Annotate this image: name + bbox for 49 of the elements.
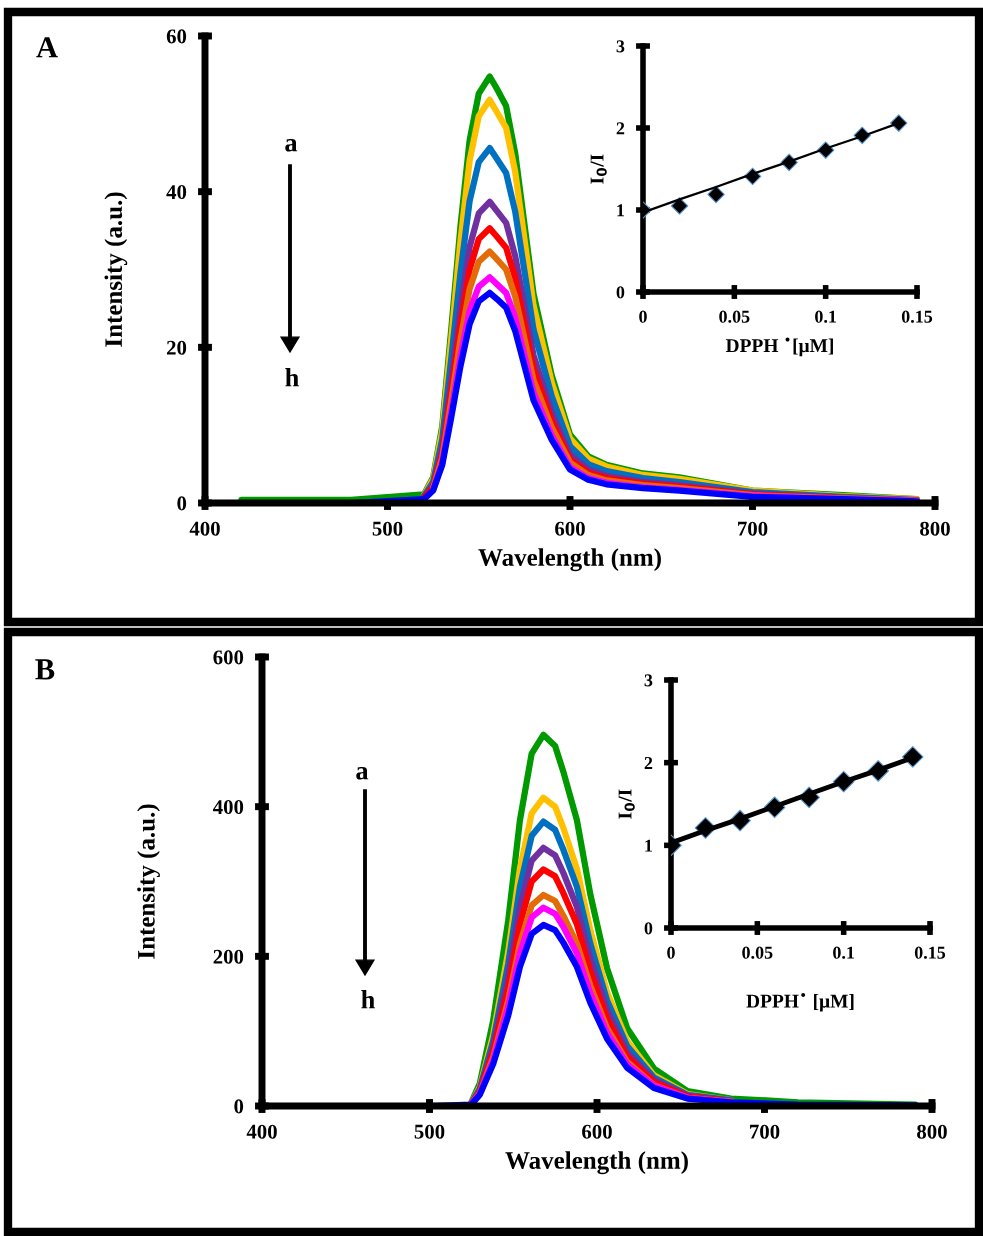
annotation: a [285,138,298,152]
x-tick-label: 0 [667,946,675,959]
y-tick-label: 1 [617,204,625,217]
point [670,197,689,215]
y-tick-label: 2 [616,122,625,135]
y-tick-label: 3 [644,674,653,687]
y-tick-label: 0 [234,1099,244,1114]
x-axis-title: DPPH$^{•}$ [μM] [746,992,854,1012]
x-tick-label: 0.05 [719,310,750,323]
y-tick-label: 60 [166,29,187,44]
x-axis-title: Wavelength (nm) [505,1151,688,1175]
y-axis-title: Intensity (a.u.) [137,804,160,959]
x-tick-label: 800 [917,1124,947,1139]
x-tick-label: 500 [414,1124,445,1139]
x-tick-label: 600 [555,521,585,536]
x-tick-label: 0.05 [742,946,773,959]
x-tick-label: 400 [246,1124,277,1139]
y-tick-label: 0 [177,496,187,511]
y-tick-label: 20 [166,340,187,355]
x-tick-label: 0.1 [815,310,837,323]
y-tick-label: 0 [644,922,653,935]
y-tick-label: 200 [213,949,244,964]
y-tick-label: 2 [644,756,653,769]
x-tick-label: 600 [582,1124,612,1139]
y-axis-title: I$_{0}$/I [590,154,607,184]
x-tick-label: 700 [750,1124,780,1139]
y-axis-title: Intensity (a.u.) [104,192,128,347]
annotation: h [361,990,375,1009]
y-axis-title: I$_{0}$/I [618,789,635,819]
point [707,185,725,204]
x-tick-label: 0.15 [901,310,933,323]
y-tick-label: 1 [645,839,653,852]
x-tick-label: 400 [189,521,220,536]
x-axis-title: Wavelength (nm) [478,548,661,572]
x-axis-title: DPPH $^{•}$[μM] [725,337,833,357]
x-tick-label: 0.15 [914,946,946,959]
y-tick-label: 40 [166,185,187,200]
y-tick-label: 3 [616,40,625,53]
x-tick-label: 500 [372,521,403,536]
annotation: h [285,368,299,387]
x-tick-label: 0.1 [833,946,855,959]
text: A [36,37,58,58]
text: B [35,659,55,680]
y-tick-label: 0 [616,286,625,299]
annotation: a [356,766,369,780]
x-tick-label: 800 [920,521,950,536]
y-tick-label: 600 [213,650,244,665]
x-tick-label: 700 [738,521,768,536]
y-tick-label: 400 [212,800,244,815]
